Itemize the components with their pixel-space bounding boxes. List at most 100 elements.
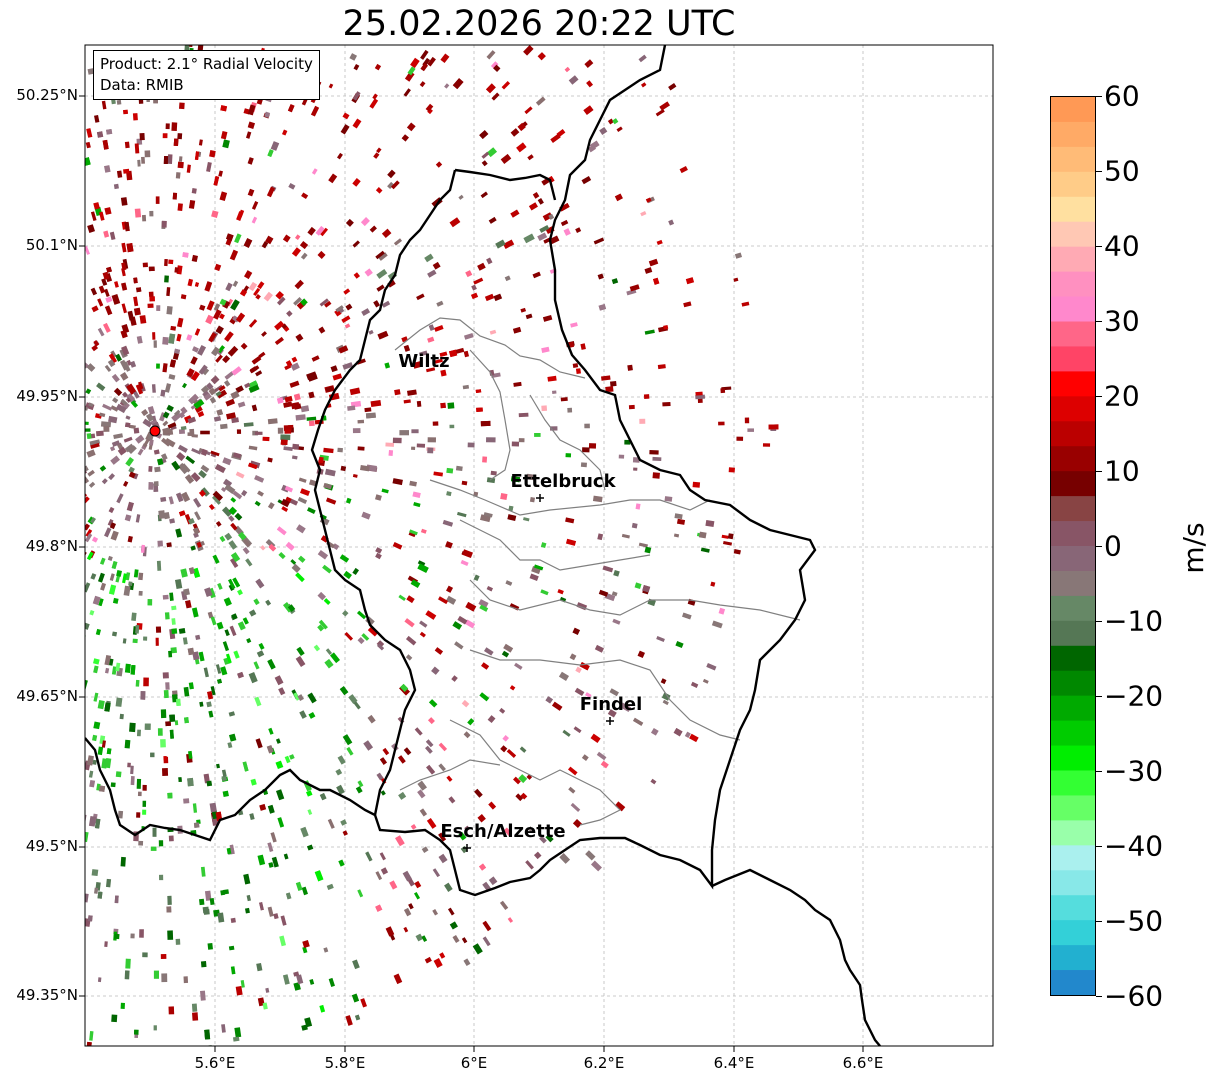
radar-pixel xyxy=(97,700,105,710)
radar-pixel xyxy=(295,572,305,582)
radar-pixel xyxy=(98,285,106,294)
radar-pixel xyxy=(419,350,428,357)
radar-pixel xyxy=(135,384,144,395)
radar-pixel xyxy=(157,540,164,547)
colorbar-tick-label: 40 xyxy=(1104,229,1140,263)
radar-pixel xyxy=(679,165,688,174)
radar-pixel xyxy=(342,362,354,370)
radar-pixel xyxy=(584,59,594,68)
radar-pixel xyxy=(117,446,127,456)
radar-pixel xyxy=(376,640,385,648)
radar-pixel xyxy=(342,112,350,120)
axis-ticks xyxy=(79,95,864,1052)
radar-pixel xyxy=(111,631,118,637)
radar-pixel xyxy=(208,332,217,343)
radar-pixel xyxy=(220,487,227,493)
radar-pixel xyxy=(141,214,147,222)
radar-pixel xyxy=(415,933,424,942)
radar-pixel xyxy=(210,375,220,385)
radar-pixel xyxy=(136,335,143,344)
colorbar-segment xyxy=(1051,271,1095,298)
radar-pixel xyxy=(697,398,703,403)
radar-pixel xyxy=(141,409,149,417)
radar-pixel xyxy=(113,387,123,397)
radar-pixel xyxy=(282,974,290,985)
radar-pixel xyxy=(568,766,578,776)
radar-pixel xyxy=(95,430,104,437)
radar-pixel xyxy=(733,548,741,555)
radar-pixel xyxy=(373,300,381,308)
radar-pixel xyxy=(374,63,382,71)
radar-pixel xyxy=(101,478,108,485)
radar-pixel xyxy=(166,287,171,297)
radar-pixel xyxy=(104,654,112,666)
radar-pixel xyxy=(234,233,242,244)
radar-pixel xyxy=(243,873,251,885)
radar-pixel xyxy=(676,518,686,525)
radar-pixel xyxy=(232,1036,240,1042)
radar-pixel xyxy=(115,575,120,583)
lon-tick-label: 5.8°E xyxy=(324,1054,366,1072)
radar-pixel xyxy=(125,457,135,467)
radar-pixel xyxy=(527,826,534,833)
colorbar-tick-label: 10 xyxy=(1104,454,1140,488)
radar-pixel xyxy=(482,456,488,463)
radar-pixel xyxy=(110,530,119,541)
radar-pixel xyxy=(762,443,771,447)
radar-pixel xyxy=(301,1024,308,1031)
radar-pixel xyxy=(419,81,426,88)
radar-pixel xyxy=(95,628,101,636)
radar-pixel xyxy=(165,721,171,727)
radar-pixel xyxy=(300,488,311,497)
radar-pixel xyxy=(411,446,416,451)
radar-pixel xyxy=(317,550,329,560)
radar-pixel xyxy=(610,380,617,387)
colorbar-segment xyxy=(1051,171,1095,198)
radar-pixel xyxy=(109,522,117,530)
ettelbruck-marker xyxy=(536,494,544,502)
lat-tick-label: 49.8°N xyxy=(25,537,78,555)
radar-pixel xyxy=(108,415,118,424)
radar-pixel xyxy=(352,567,359,576)
radar-pixel xyxy=(149,439,154,446)
radar-pixel xyxy=(200,385,210,394)
radar-pixel xyxy=(85,582,91,593)
radar-pixel xyxy=(744,417,750,424)
radar-pixel xyxy=(662,401,671,407)
radar-pixel xyxy=(567,407,573,413)
radar-pixel xyxy=(112,597,119,604)
radar-pixel xyxy=(220,666,228,676)
radar-pixel xyxy=(481,151,490,159)
radar-pixel xyxy=(585,850,596,861)
radar-pixel xyxy=(210,450,220,457)
radar-pixel xyxy=(537,198,544,205)
radar-pixel xyxy=(235,312,246,323)
radar-pixel xyxy=(188,393,199,405)
radar-pixel xyxy=(285,892,292,900)
radar-pixel xyxy=(130,664,136,675)
radar-pixel xyxy=(702,678,709,684)
radar-pixel xyxy=(248,445,258,451)
radar-pixel xyxy=(533,851,542,860)
radar-pixel xyxy=(177,317,184,328)
radar-pixel xyxy=(263,291,273,302)
radar-pixel xyxy=(188,567,195,575)
radar-pixel xyxy=(122,391,128,398)
radar-pixel xyxy=(91,536,99,543)
radar-pixel xyxy=(224,331,234,342)
radar-pixel xyxy=(116,170,123,178)
radar-pixel xyxy=(400,683,409,693)
radar-pixel xyxy=(301,192,309,200)
radar-pixel xyxy=(248,609,257,617)
radar-pixel xyxy=(361,308,371,317)
radar-pixel xyxy=(518,412,529,418)
radar-pixel xyxy=(420,528,427,534)
radar-pixel xyxy=(230,522,238,531)
radar-pixel xyxy=(352,959,360,970)
radar-pixel xyxy=(357,446,365,451)
radar-pixel xyxy=(500,153,512,164)
radar-pixel xyxy=(103,322,111,333)
radar-pixel xyxy=(85,529,93,538)
radar-pixel xyxy=(306,507,316,515)
